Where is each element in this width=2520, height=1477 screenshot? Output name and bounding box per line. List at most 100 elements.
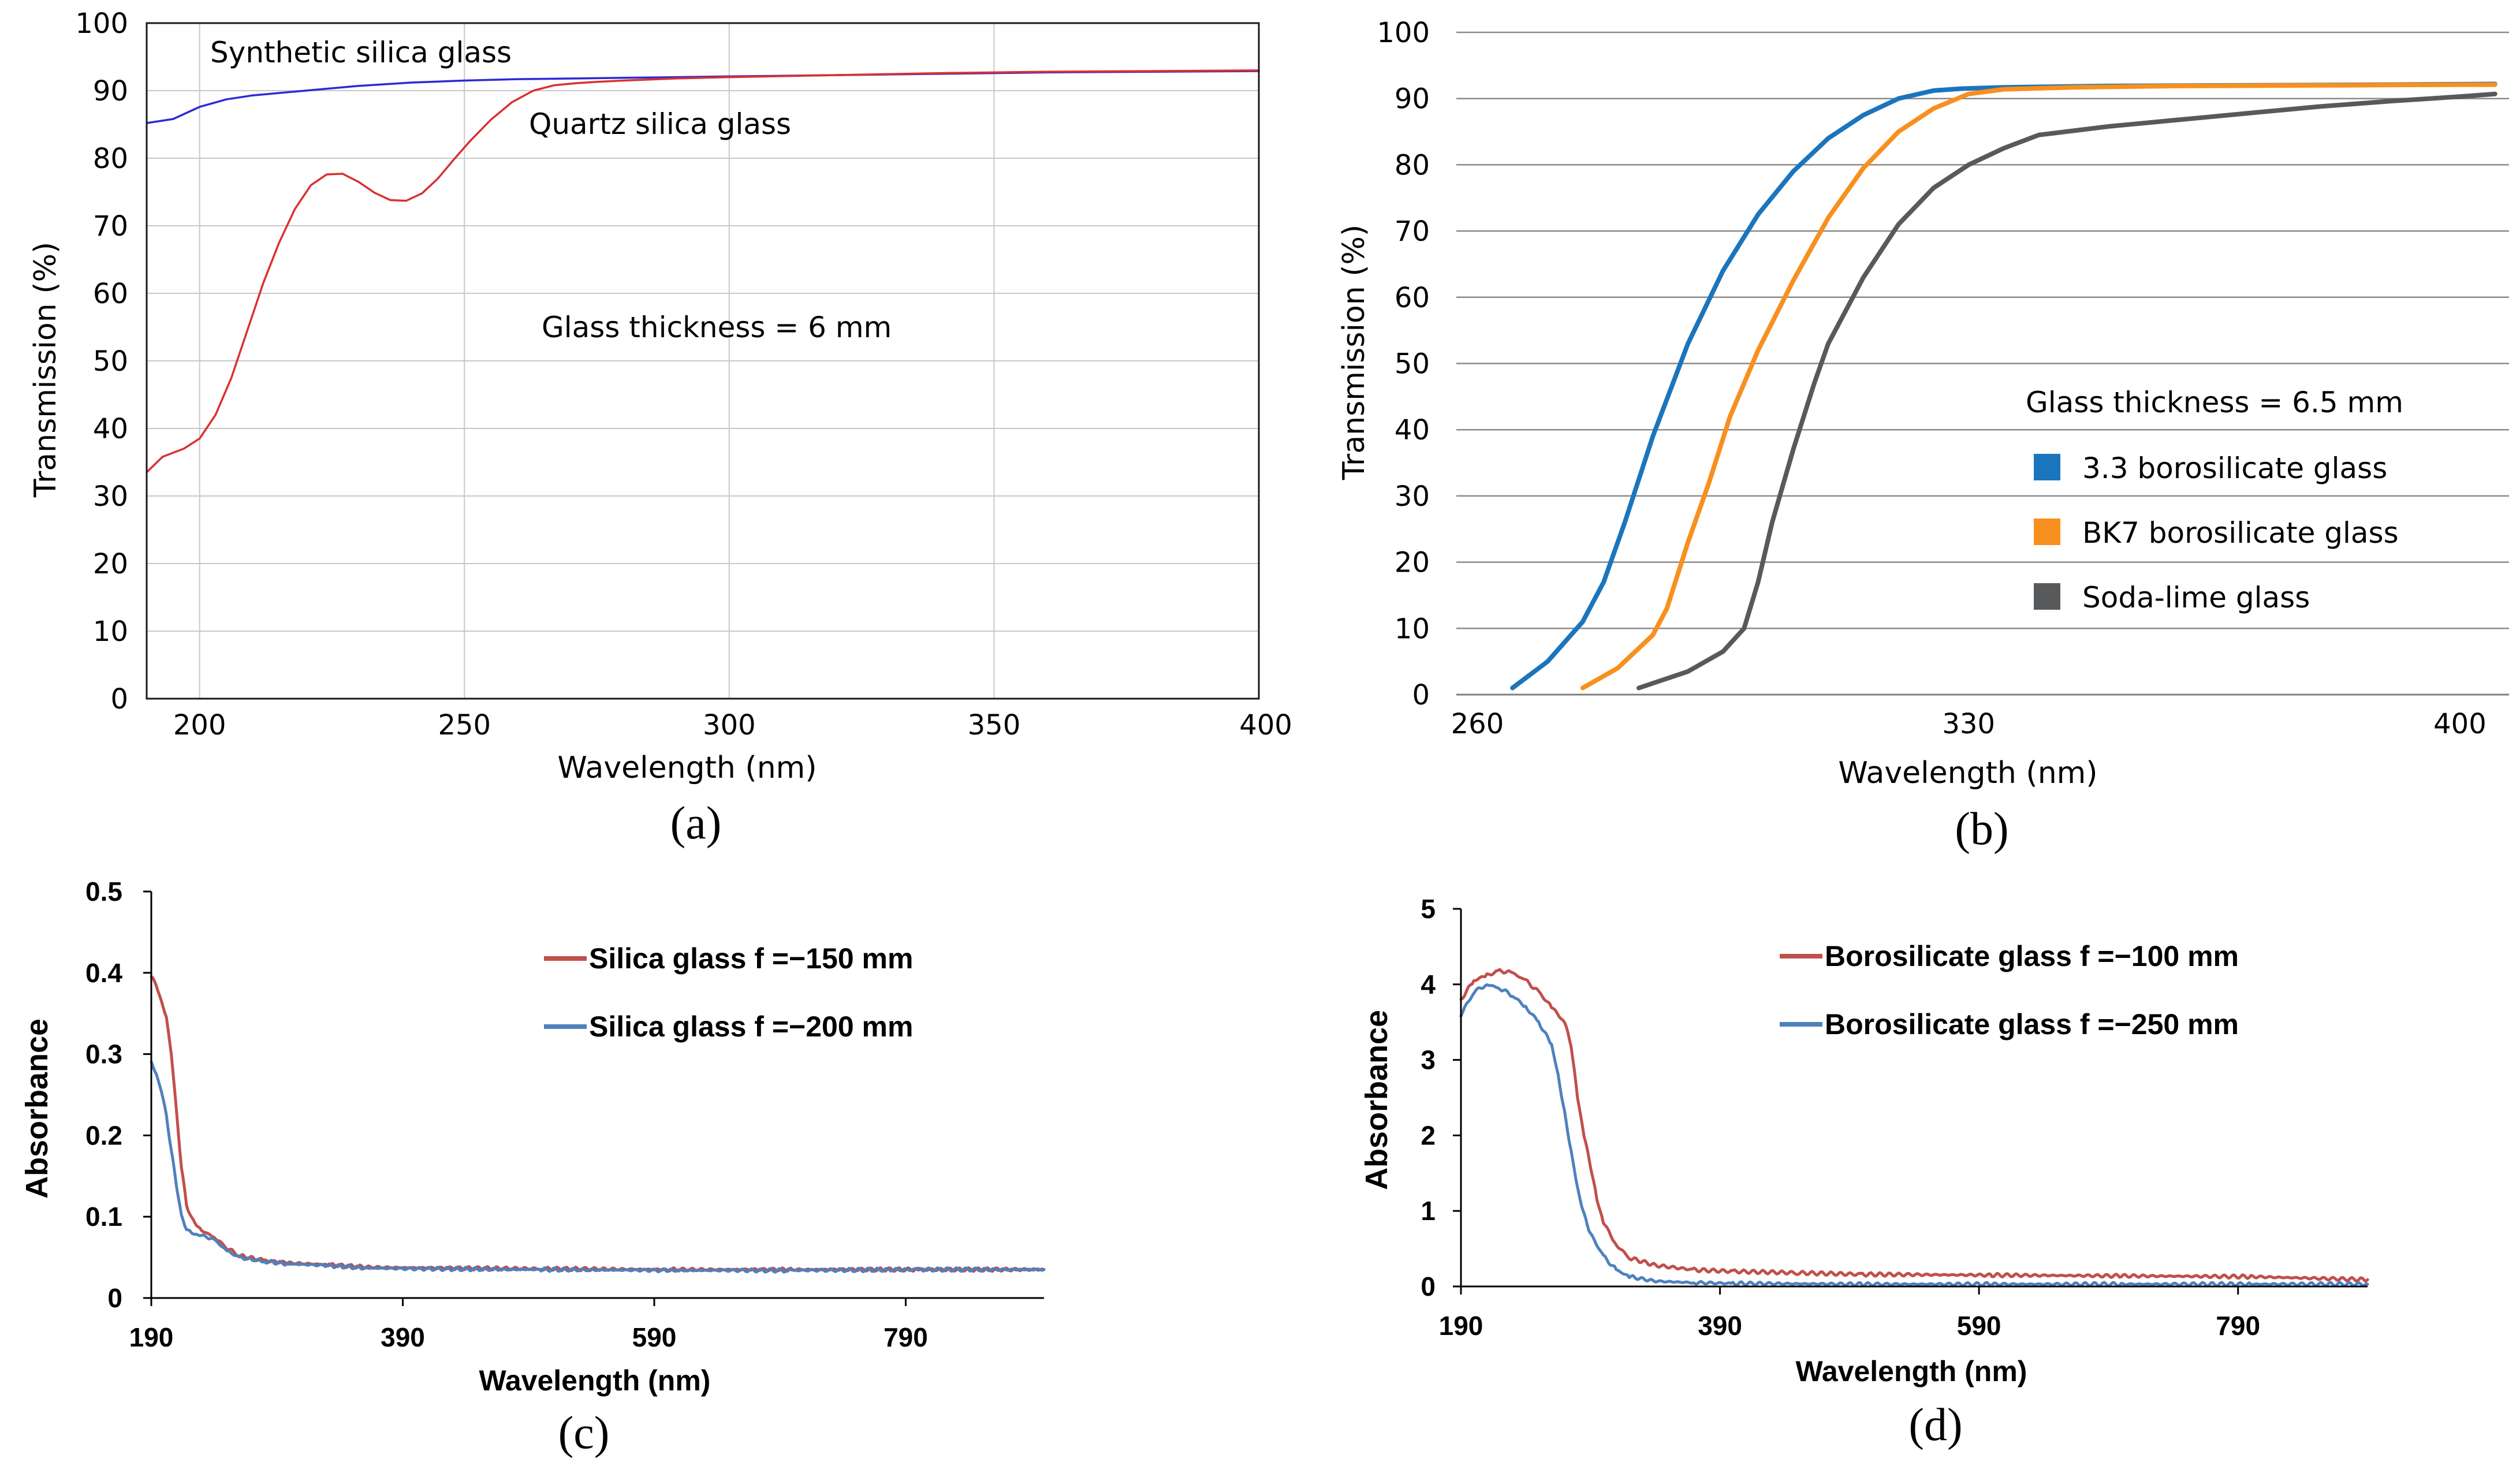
c-series-lines (150, 975, 1046, 1274)
chart0-y-tick-label-5: 50 (93, 345, 128, 378)
chart1-series-2-line (1636, 91, 2497, 691)
chart0-x-tick-label-3: 350 (968, 709, 1021, 741)
chart1-x-tick-label-0: 260 (1451, 708, 1504, 740)
chart1-y-tick-label-0: 0 (1412, 679, 1430, 711)
c-legend: Silica glass f =−150 mm Silica glass f =−… (544, 942, 913, 1043)
a-y-axis-label: Transmission (%) (28, 242, 63, 498)
panel-c: 0 0.1 0.2 0.3 0.4 0.5 190 390 590 790 Silica gla… (20, 876, 1046, 1459)
chart1-y-tick-label-3: 30 (1395, 480, 1430, 513)
d-axes (1453, 908, 2368, 1295)
chart3-x-tick-label-0: 190 (1439, 1311, 1483, 1341)
b-legend-swatch-1 (2034, 519, 2060, 545)
chart1-x-tick-label-1: 330 (1942, 708, 1995, 740)
a-plot-frame (146, 22, 1260, 700)
chart2-series-1-line (150, 1060, 1046, 1274)
a-annotation-thickness: Glass thickness = 6 mm (542, 311, 892, 344)
a-annotation-quartz: Quartz silica glass (529, 107, 791, 141)
panel-d: 0 1 2 3 4 5 190 390 590 790 Borosilicate glass f… (1359, 894, 2369, 1450)
chart0-x-tick-label-2: 300 (703, 709, 756, 741)
chart0-series-1-line (146, 69, 1260, 473)
d-y-tick-labels: 0 1 2 3 4 5 (1421, 894, 1436, 1301)
chart3-y-tick-label-4: 4 (1421, 969, 1436, 999)
a-x-axis-label: Wavelength (nm) (557, 751, 817, 785)
chart2-y-tick-label-5: 0.5 (85, 876, 122, 907)
c-panel-label: (c) (558, 1408, 610, 1459)
chart2-y-tick-label-3: 0.3 (85, 1039, 122, 1069)
d-legend-label-0: Borosilicate glass f =−100 mm (1825, 940, 2239, 972)
chart0-y-tick-label-6: 60 (93, 278, 128, 310)
chart2-x-tick-label-2: 590 (632, 1322, 677, 1352)
c-axes (143, 890, 1044, 1306)
panel-b: 0 10 20 30 40 50 60 70 80 90 100 260 330 400 Glass t… (1337, 17, 2509, 855)
b-x-axis-label: Wavelength (nm) (1838, 756, 2097, 790)
chart1-y-tick-label-7: 70 (1395, 215, 1430, 248)
c-y-axis-label: Absorbance (20, 1019, 54, 1199)
d-x-tick-labels: 190 390 590 790 (1439, 1311, 2260, 1341)
chart0-x-tick-label-0: 200 (173, 709, 226, 741)
panel-a: 0 10 20 30 40 50 60 70 80 90 100 200 250 300 350 400 S… (28, 8, 1292, 849)
chart1-y-tick-label-4: 40 (1395, 414, 1430, 446)
b-legend-swatch-0 (2034, 454, 2060, 480)
chart0-x-tick-label-4: 400 (1239, 709, 1292, 741)
chart3-x-tick-label-3: 790 (2216, 1311, 2260, 1341)
chart0-y-tick-label-4: 40 (93, 413, 128, 445)
chart0-y-tick-label-7: 70 (93, 210, 128, 243)
chart2-x-tick-label-0: 190 (129, 1322, 174, 1352)
a-x-tick-labels: 200 250 300 350 400 (173, 709, 1292, 741)
chart3-x-tick-label-1: 390 (1698, 1311, 1742, 1341)
chart2-y-tick-label-1: 0.1 (85, 1202, 122, 1232)
chart1-series-1-line (1580, 82, 2497, 691)
chart1-y-tick-label-8: 80 (1395, 149, 1430, 181)
b-legend-label-0: 3.3 borosilicate glass (2082, 452, 2387, 485)
c-y-tick-labels: 0 0.1 0.2 0.3 0.4 0.5 (85, 876, 122, 1313)
b-series-lines (1510, 81, 2497, 691)
chart1-y-tick-label-6: 60 (1395, 282, 1430, 314)
b-y-axis-label: Transmission (%) (1337, 225, 1371, 480)
chart0-y-tick-label-10: 100 (75, 8, 128, 40)
c-x-axis-label: Wavelength (nm) (479, 1364, 711, 1397)
chart2-x-tick-label-1: 390 (381, 1322, 425, 1352)
b-x-tick-labels: 260 330 400 (1451, 708, 2487, 740)
chart3-y-tick-label-3: 3 (1421, 1045, 1436, 1075)
a-series-lines (146, 69, 1260, 473)
chart0-y-tick-label-1: 10 (93, 616, 128, 648)
chart1-y-tick-label-5: 50 (1395, 348, 1430, 381)
b-legend-label-2: Soda-lime glass (2082, 581, 2310, 614)
c-legend-label-1: Silica glass f =−200 mm (589, 1010, 913, 1043)
chart1-y-tick-label-2: 20 (1395, 547, 1430, 579)
chart1-x-tick-label-2: 400 (2433, 708, 2487, 740)
chart3-x-tick-label-2: 590 (1957, 1311, 2001, 1341)
a-y-tick-labels: 0 10 20 30 40 50 60 70 80 90 100 (75, 8, 128, 715)
b-legend-swatch-2 (2034, 583, 2060, 610)
chart2-y-tick-label-0: 0 (107, 1283, 122, 1313)
chart0-y-tick-label-8: 80 (93, 143, 128, 175)
chart3-series-0-line (1459, 968, 2369, 1283)
c-x-tick-labels: 190 390 590 790 (129, 1322, 928, 1352)
chart0-y-tick-label-2: 20 (93, 548, 128, 580)
d-legend-label-1: Borosilicate glass f =−250 mm (1825, 1008, 2239, 1040)
chart3-y-tick-label-2: 2 (1421, 1120, 1436, 1150)
d-x-axis-label: Wavelength (nm) (1796, 1355, 2027, 1388)
chart3-y-tick-label-0: 0 (1421, 1271, 1436, 1301)
d-y-axis-label: Absorbance (1359, 1010, 1394, 1190)
c-legend-label-0: Silica glass f =−150 mm (589, 942, 913, 975)
chart0-y-tick-label-3: 30 (93, 480, 128, 513)
d-panel-label: (d) (1908, 1400, 1962, 1450)
chart1-y-tick-label-10: 100 (1377, 17, 1430, 49)
chart0-y-tick-label-0: 0 (110, 683, 128, 715)
chart1-y-tick-label-9: 90 (1395, 83, 1430, 115)
chart2-y-tick-label-4: 0.4 (85, 958, 122, 988)
chart0-y-tick-label-9: 90 (93, 75, 128, 107)
b-legend-label-1: BK7 borosilicate glass (2082, 516, 2399, 550)
chart1-y-tick-label-1: 10 (1395, 613, 1430, 645)
chart3-y-tick-label-5: 5 (1421, 894, 1436, 924)
b-y-tick-labels: 0 10 20 30 40 50 60 70 80 90 100 (1377, 17, 1430, 711)
chart2-x-tick-label-3: 790 (884, 1322, 928, 1352)
a-annotation-synthetic: Synthetic silica glass (210, 36, 512, 69)
chart0-x-tick-label-1: 250 (438, 709, 491, 741)
b-panel-label: (b) (1955, 804, 2008, 855)
chart3-y-tick-label-1: 1 (1421, 1196, 1436, 1226)
a-panel-label: (a) (670, 798, 722, 849)
chart2-y-tick-label-2: 0.2 (85, 1120, 122, 1150)
